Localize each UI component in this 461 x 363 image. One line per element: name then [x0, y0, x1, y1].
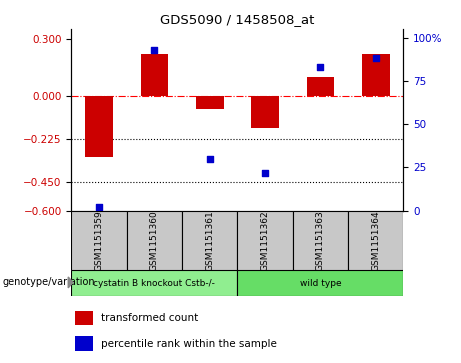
- Text: wild type: wild type: [300, 279, 341, 287]
- Text: GSM1151364: GSM1151364: [371, 210, 380, 271]
- Bar: [362, 54, 390, 96]
- Bar: [182, 211, 237, 270]
- Text: cystatin B knockout Cstb-/-: cystatin B knockout Cstb-/-: [94, 279, 215, 287]
- Bar: [237, 270, 403, 296]
- Bar: [141, 54, 168, 96]
- Bar: [71, 270, 237, 296]
- Bar: [196, 96, 224, 109]
- Text: GSM1151361: GSM1151361: [205, 210, 214, 271]
- Text: genotype/variation: genotype/variation: [2, 277, 95, 287]
- Point: [206, 156, 213, 162]
- Bar: [293, 211, 348, 270]
- Bar: [348, 211, 403, 270]
- Bar: [237, 211, 293, 270]
- Point: [95, 204, 103, 210]
- Text: GSM1151363: GSM1151363: [316, 210, 325, 271]
- Polygon shape: [68, 277, 73, 288]
- Bar: [127, 211, 182, 270]
- Title: GDS5090 / 1458508_at: GDS5090 / 1458508_at: [160, 13, 314, 26]
- Point: [317, 64, 324, 70]
- Bar: [75, 337, 93, 351]
- Bar: [85, 96, 113, 157]
- Bar: [307, 77, 334, 96]
- Point: [151, 47, 158, 53]
- Text: GSM1151360: GSM1151360: [150, 210, 159, 271]
- Text: percentile rank within the sample: percentile rank within the sample: [101, 339, 277, 348]
- Bar: [251, 96, 279, 129]
- Point: [372, 56, 379, 61]
- Point: [261, 170, 269, 175]
- Text: GSM1151359: GSM1151359: [95, 210, 104, 271]
- Text: GSM1151362: GSM1151362: [260, 210, 270, 271]
- Text: transformed count: transformed count: [101, 313, 199, 323]
- Bar: [75, 311, 93, 325]
- Bar: [71, 211, 127, 270]
